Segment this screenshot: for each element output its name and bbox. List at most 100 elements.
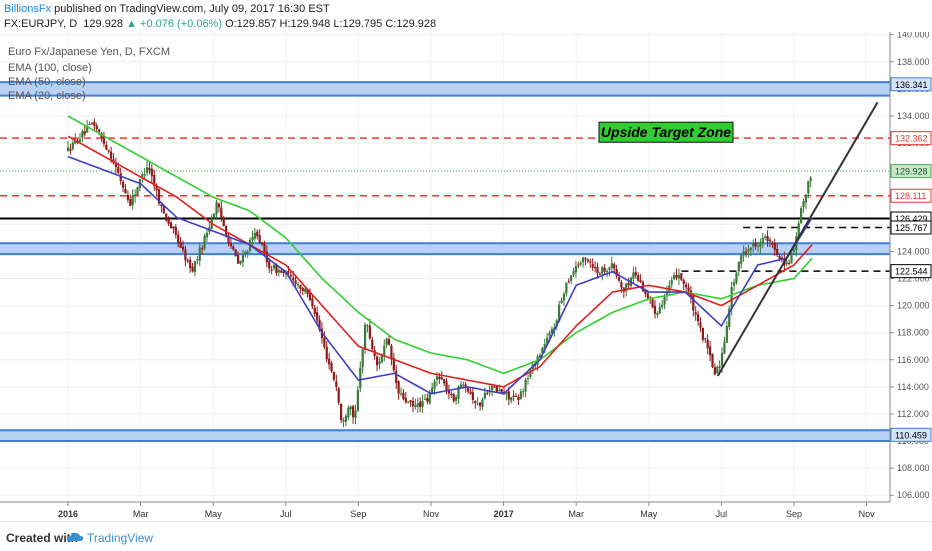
candle-body xyxy=(402,392,405,400)
candle-body xyxy=(773,243,776,251)
candle-body xyxy=(500,388,503,394)
candle-body xyxy=(761,237,764,243)
quote-line: FX:EURJPY, D 129.928 ▲ +0.076 (+0.06%) O… xyxy=(4,18,436,30)
candle-body xyxy=(356,390,359,411)
candle-body xyxy=(387,339,391,345)
horizontal-levels xyxy=(0,137,890,272)
candle-body xyxy=(581,257,585,263)
candle-body xyxy=(776,249,779,256)
candle-body xyxy=(270,269,273,271)
candle-body xyxy=(172,226,175,229)
candle-body xyxy=(122,181,125,188)
candle-body xyxy=(90,123,94,125)
candle-body xyxy=(737,262,740,272)
candle-body xyxy=(507,391,510,400)
candle-body xyxy=(759,243,762,247)
candle-body xyxy=(696,314,700,322)
candle-body xyxy=(550,328,554,334)
candle-body xyxy=(543,344,546,349)
candle-body xyxy=(510,397,513,401)
candle-body xyxy=(239,260,242,264)
candle-body xyxy=(165,213,168,221)
legend-title: Euro Fx/Japanese Yen, D, FXCM xyxy=(8,46,170,58)
candle-body xyxy=(407,401,410,403)
candle-body xyxy=(220,207,223,218)
candle-body xyxy=(411,401,415,407)
upside-target-zone-box: Upside Target Zone xyxy=(598,121,734,143)
candle-body xyxy=(546,337,549,345)
tradingview-brand-link[interactable]: TradingView xyxy=(87,531,154,545)
candle-body xyxy=(562,293,566,301)
candle-body xyxy=(409,400,412,402)
price-label-box xyxy=(890,164,932,179)
y-tick-label: 140.000 xyxy=(897,32,930,40)
author-name[interactable]: BillionsFx xyxy=(4,3,52,15)
candle-body xyxy=(584,258,587,260)
candle-body xyxy=(548,332,551,337)
candle-body xyxy=(474,401,477,403)
candle-body xyxy=(735,272,738,283)
candle-body xyxy=(754,242,757,247)
candle-body xyxy=(282,271,285,273)
candle-body xyxy=(565,282,568,294)
candle-body xyxy=(756,245,760,247)
candle-body xyxy=(661,304,664,307)
legend-ema50[interactable]: EMA (50, close) xyxy=(8,76,86,88)
legend-ema20[interactable]: EMA (20, close) xyxy=(8,90,86,102)
candle-body xyxy=(205,232,209,238)
x-tick-label: Mar xyxy=(133,509,149,519)
candle-body xyxy=(363,324,367,350)
candle-body xyxy=(519,391,522,400)
candle-body xyxy=(435,376,439,380)
y-tick-label: 134.000 xyxy=(897,111,930,121)
y-tick-label: 138.000 xyxy=(897,57,930,67)
price-label-box xyxy=(890,131,932,146)
candle-body xyxy=(740,254,743,264)
candle-body xyxy=(335,381,338,387)
candle-body xyxy=(802,201,805,207)
y-tick-label: 112.000 xyxy=(897,409,929,419)
candle-body xyxy=(469,391,472,394)
candle-body xyxy=(778,255,781,260)
candle-body xyxy=(723,341,726,354)
candle-body xyxy=(251,237,254,241)
candle-body xyxy=(189,260,192,269)
candle-body xyxy=(129,199,132,206)
candle-body xyxy=(244,251,247,255)
candle-body xyxy=(800,208,803,224)
candle-body xyxy=(529,369,532,377)
candle-body xyxy=(656,313,659,315)
published-text: published on TradingView.com, July 09, 2… xyxy=(54,3,330,15)
candle-body xyxy=(145,167,149,173)
candle-body xyxy=(644,289,647,294)
candle-body xyxy=(713,367,716,375)
created-with-label: Created with xyxy=(6,531,79,545)
candle-body xyxy=(275,264,278,273)
candle-body xyxy=(495,386,498,392)
ema-50-line xyxy=(67,135,813,388)
legend-ema100[interactable]: EMA (100, close) xyxy=(8,62,92,74)
candle-body xyxy=(498,390,501,392)
candle-body xyxy=(522,391,525,393)
price-chart[interactable]: 106.000108.000110.000112.000114.000116.0… xyxy=(0,32,932,521)
ema-20-line xyxy=(67,155,813,395)
candle-body xyxy=(651,299,654,308)
time-axis[interactable]: 2016 Mar May Jul Sep Nov 2017 Mar May Jul Sep Nov xyxy=(58,502,875,519)
candle-body xyxy=(481,399,484,408)
candle-body xyxy=(419,401,422,407)
y-tick-label: 122.000 xyxy=(897,274,930,284)
candle-body xyxy=(157,189,161,204)
candle-body xyxy=(617,277,621,281)
y-tick-label: 124.000 xyxy=(897,246,930,256)
candle-body xyxy=(88,123,91,125)
candle-body xyxy=(375,356,379,366)
uptrend-line xyxy=(716,101,879,377)
x-tick-label: Jul xyxy=(280,509,292,519)
candle-body xyxy=(706,339,709,349)
price-label-text: 126.429 xyxy=(895,214,928,224)
candle-body xyxy=(558,304,561,322)
candle-body xyxy=(337,388,340,403)
x-tick-label: Sep xyxy=(786,509,802,519)
candle-body xyxy=(71,142,74,150)
candle-body xyxy=(78,139,82,142)
